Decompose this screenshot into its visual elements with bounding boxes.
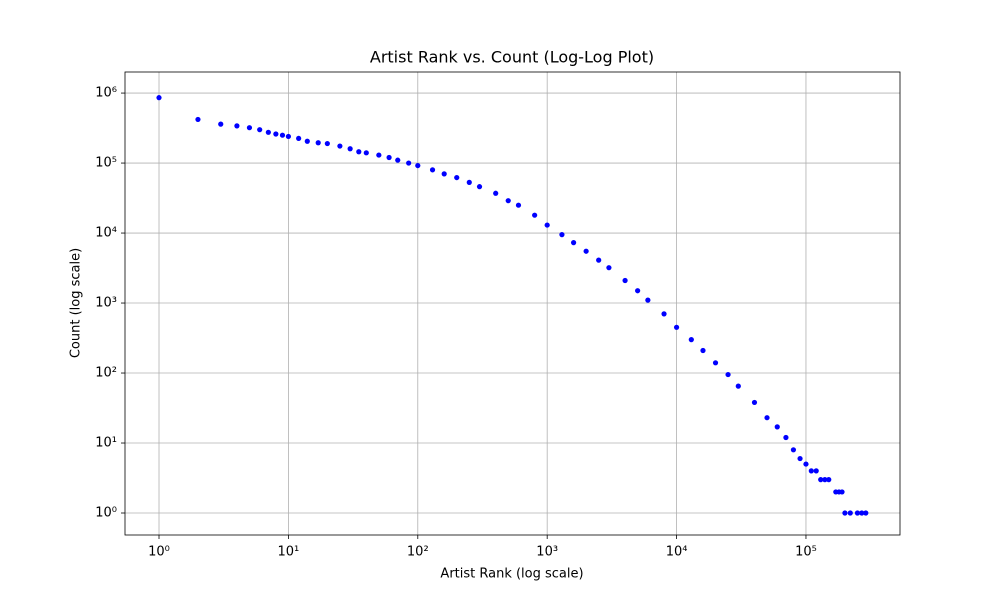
point — [515, 202, 522, 208]
point — [712, 360, 719, 366]
point — [839, 489, 845, 495]
point — [725, 371, 731, 378]
point — [764, 415, 770, 421]
point — [363, 150, 369, 156]
point — [429, 167, 436, 173]
plot-frame — [124, 71, 901, 536]
point — [304, 138, 310, 144]
point — [493, 190, 499, 196]
point — [324, 140, 330, 147]
y-tick-label: 10¹ — [95, 436, 117, 451]
point — [273, 131, 279, 137]
x-tick-label: 10³ — [536, 545, 558, 560]
chart-title: Artist Rank vs. Count (Log-Log Plot) — [370, 48, 654, 67]
x-tick-label: 10¹ — [278, 545, 300, 560]
point — [279, 132, 286, 138]
point — [285, 133, 291, 140]
point — [859, 510, 865, 516]
point — [296, 135, 302, 142]
point — [544, 222, 550, 228]
point — [803, 461, 809, 467]
point — [735, 383, 741, 389]
point — [532, 212, 538, 218]
point — [790, 447, 797, 453]
point — [347, 146, 353, 152]
point — [234, 123, 240, 129]
point — [688, 337, 694, 343]
point — [854, 510, 861, 516]
point — [774, 424, 780, 430]
point — [842, 510, 848, 516]
point — [645, 297, 651, 303]
y-tick-label: 10³ — [95, 296, 117, 311]
y-tick-label: 10² — [95, 366, 117, 381]
y-tick-label: 10⁵ — [95, 156, 117, 171]
point — [570, 240, 577, 246]
point — [315, 140, 321, 146]
point — [195, 116, 201, 123]
point — [826, 477, 832, 483]
point — [505, 198, 511, 204]
y-tick-label: 10⁰ — [95, 506, 117, 521]
point — [406, 160, 412, 166]
x-tick-label: 10⁴ — [666, 545, 688, 560]
point — [808, 468, 814, 474]
point — [376, 152, 382, 158]
point — [156, 95, 162, 101]
point — [441, 171, 447, 177]
y-tick-label: 10⁶ — [95, 86, 117, 101]
point — [466, 179, 472, 185]
point — [813, 468, 819, 474]
point — [622, 277, 628, 284]
point — [265, 129, 271, 135]
point — [700, 347, 706, 354]
point — [218, 121, 224, 127]
point — [337, 143, 343, 149]
point — [257, 127, 263, 133]
x-tick-label: 10⁵ — [795, 545, 817, 560]
x-tick-label: 10⁰ — [148, 545, 170, 560]
point — [822, 477, 828, 483]
point — [661, 311, 667, 317]
y-tick-label: 10⁴ — [95, 226, 117, 241]
point — [476, 184, 483, 190]
point — [606, 265, 612, 271]
y-axis-label: Count (log scale) — [69, 248, 84, 358]
point — [583, 248, 589, 254]
point — [818, 477, 824, 483]
point — [863, 510, 869, 516]
point — [395, 157, 401, 163]
point — [797, 455, 803, 462]
point — [783, 434, 789, 441]
point — [454, 174, 460, 181]
point — [673, 324, 680, 330]
point — [356, 149, 362, 155]
point — [751, 399, 758, 406]
point — [246, 125, 253, 131]
point — [559, 232, 565, 238]
point — [635, 288, 641, 294]
point — [415, 162, 421, 169]
point — [847, 510, 853, 516]
x-axis-label: Artist Rank (log scale) — [440, 567, 583, 582]
x-tick-label: 10² — [407, 545, 429, 560]
point — [596, 257, 602, 263]
point — [386, 154, 392, 161]
